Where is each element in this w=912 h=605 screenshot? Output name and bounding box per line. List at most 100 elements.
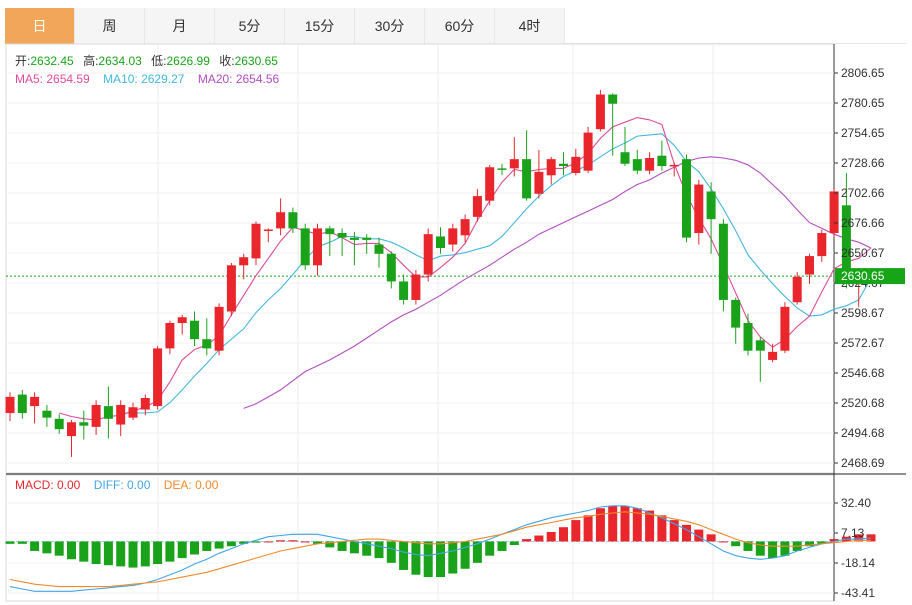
candlestick-series — [5, 89, 876, 457]
macd-bar — [497, 541, 507, 551]
price-tick-label: 2650.67 — [841, 246, 885, 260]
macd-bar — [780, 541, 790, 556]
tab-30min[interactable]: 30分 — [355, 8, 425, 44]
candle-body — [546, 159, 556, 176]
candle-body — [632, 159, 642, 171]
macd-bar — [30, 541, 40, 551]
candle-body — [177, 317, 187, 324]
candle-body — [620, 152, 630, 164]
macd-bar — [54, 541, 64, 556]
candle-body — [165, 323, 175, 349]
candle-body — [559, 163, 568, 167]
candle-body — [153, 348, 163, 407]
price-tick-label: 2728.66 — [841, 156, 885, 170]
macd-bar — [682, 524, 691, 542]
candle-body — [768, 351, 778, 360]
candle-body — [497, 168, 507, 170]
macd-bar — [743, 541, 753, 551]
candle-body — [534, 171, 544, 194]
dea-line — [9, 511, 871, 588]
candle-body — [817, 232, 827, 257]
macd-bar — [718, 541, 728, 543]
tab-week[interactable]: 周 — [75, 8, 145, 44]
macd-bar — [559, 527, 568, 542]
macd-bar — [854, 534, 864, 542]
macd-bar — [374, 541, 384, 559]
candle-body — [251, 223, 261, 259]
candle-body — [91, 404, 101, 427]
macd-bar — [337, 541, 347, 551]
candle-body — [276, 212, 286, 229]
candle-body — [731, 299, 741, 328]
macd-bar — [472, 541, 482, 563]
candle-body — [694, 184, 704, 233]
candle-body — [362, 237, 372, 240]
macd-bar — [399, 541, 409, 570]
candle-body — [349, 237, 359, 240]
candle-body — [841, 205, 851, 284]
candle-body — [645, 157, 655, 171]
tab-5min[interactable]: 5分 — [215, 8, 285, 44]
candle-body — [669, 164, 679, 167]
macd-bar — [5, 541, 15, 544]
candle-body — [190, 320, 199, 340]
candle-body — [509, 159, 519, 169]
ma5-label: MA5: 2654.59 — [15, 72, 90, 86]
macd-tick-label: 7.13 — [841, 526, 865, 540]
tab-day[interactable]: 日 — [5, 8, 75, 44]
macd-bar — [226, 541, 236, 547]
ma-readout: MA5: 2654.59 MA10: 2629.27 MA20: 2654.56 — [15, 72, 280, 86]
candle-body — [571, 156, 581, 173]
macd-bar — [300, 541, 310, 543]
macd-tick-label: -18.14 — [841, 556, 875, 570]
ma20-label: MA20: 2654.56 — [198, 72, 280, 86]
macd-bar — [177, 541, 187, 559]
candle-body — [743, 323, 753, 351]
macd-bar — [116, 541, 126, 567]
macd-bar — [251, 541, 261, 543]
ma10-line — [120, 133, 872, 414]
candle-body — [30, 396, 40, 407]
macd-bar — [190, 541, 199, 555]
macd-tick-label: 32.40 — [841, 496, 871, 510]
candle-body — [239, 257, 249, 266]
macd-bar — [165, 541, 175, 562]
macd-bar — [669, 520, 679, 542]
tab-60min[interactable]: 60分 — [425, 8, 495, 44]
price-tick-label: 2546.68 — [841, 366, 885, 380]
macd-bar — [386, 541, 396, 563]
macd-bar — [645, 510, 655, 542]
candle-body — [423, 234, 433, 275]
candle-body — [472, 196, 482, 217]
macd-bar — [731, 541, 741, 547]
candle-body — [116, 404, 126, 425]
candle-body — [829, 191, 839, 233]
macd-bar — [288, 540, 298, 542]
macd-bar — [534, 535, 544, 542]
tab-15min[interactable]: 15分 — [285, 8, 355, 44]
macd-bar — [411, 541, 421, 575]
candle-body — [682, 159, 691, 238]
candle-body — [411, 274, 421, 300]
macd-bar — [202, 541, 212, 551]
macd-bar — [128, 541, 138, 568]
tab-month[interactable]: 月 — [145, 8, 215, 44]
price-axis: 2806.65 2780.65 2754.65 2728.66 2702.66 2676.… — [834, 66, 905, 600]
candle-body — [755, 340, 765, 351]
macd-bar — [67, 541, 76, 560]
candle-body — [780, 306, 790, 351]
macd-bar — [91, 541, 101, 565]
price-tick-label: 2494.68 — [841, 426, 885, 440]
macd-bar — [768, 541, 778, 559]
macd-bar — [608, 505, 618, 542]
candle-body — [792, 276, 802, 303]
macd-bar — [436, 541, 445, 578]
candle-body — [214, 306, 224, 351]
tab-4hour[interactable]: 4时 — [495, 8, 565, 44]
macd-bar — [153, 541, 163, 565]
period-tab-bar: 日 周 月 5分 15分 30分 60分 4时 — [5, 8, 907, 44]
price-tick-label: 2702.66 — [841, 186, 885, 200]
macd-bar — [313, 541, 322, 544]
candle-body — [595, 94, 605, 130]
